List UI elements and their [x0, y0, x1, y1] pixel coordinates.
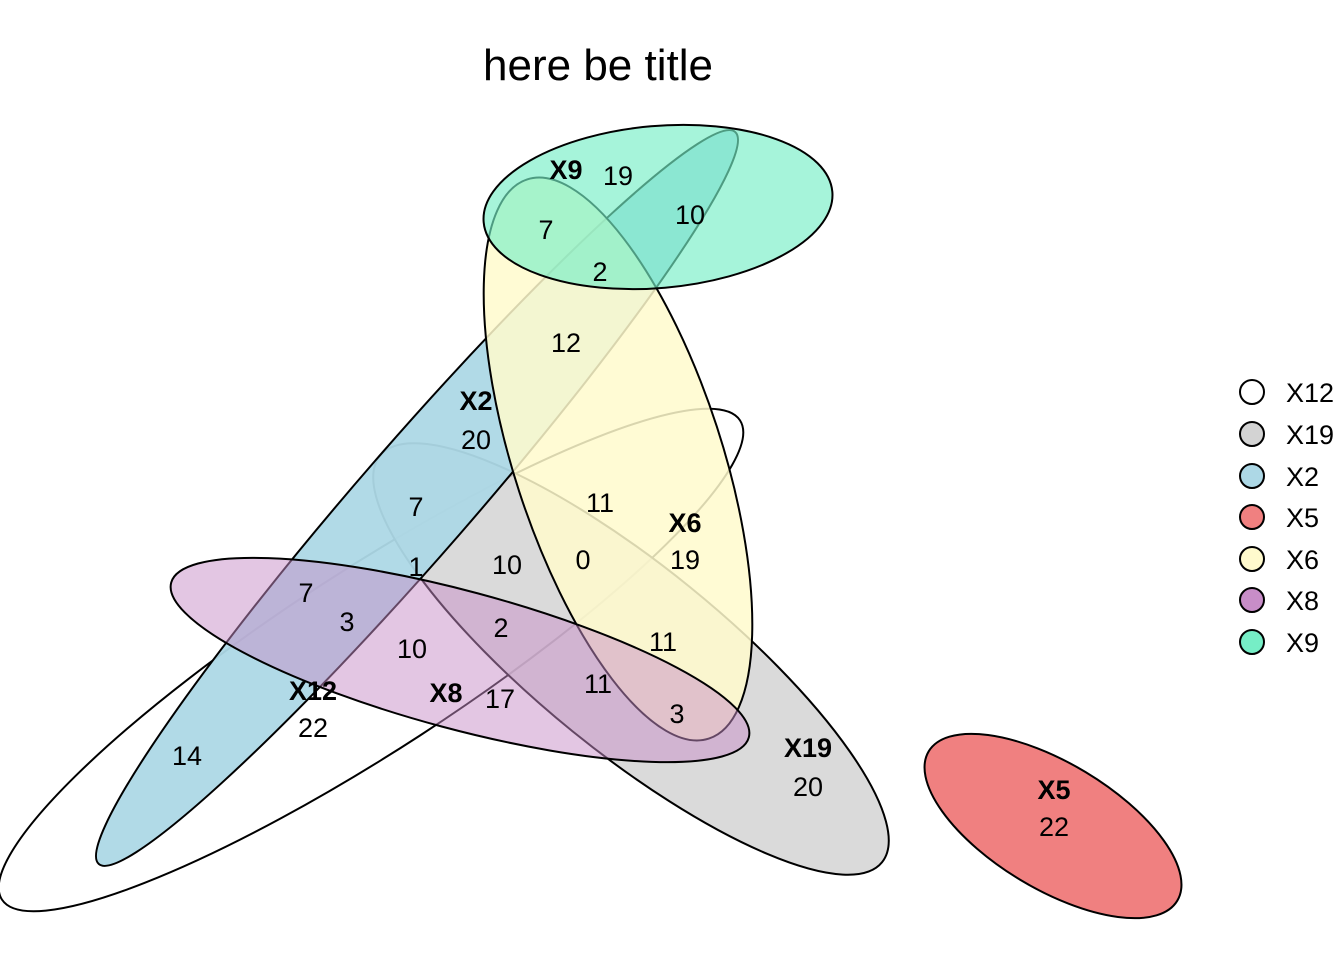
intersection-count: 3	[339, 607, 354, 637]
legend-item-x2: X2	[1239, 462, 1319, 492]
intersection-count: 1	[408, 552, 423, 582]
intersection-count: 11	[584, 669, 612, 699]
ellipse-x9	[482, 123, 834, 291]
legend-swatch	[1239, 629, 1265, 655]
intersection-count: 7	[298, 578, 313, 608]
legend-label: X9	[1286, 628, 1319, 658]
set-name-x12: X12	[289, 676, 337, 706]
ellipse-x5	[923, 732, 1183, 920]
intersection-labels: 10 7 2 12 11 7 1 10 0 7 3 10 2 11 11 3 1…	[172, 200, 705, 771]
set-count-x8: 17	[485, 684, 515, 714]
set-name-x9: X9	[549, 155, 582, 185]
intersection-count: 10	[492, 550, 522, 580]
intersection-count: 2	[493, 613, 508, 643]
legend-swatch	[1239, 546, 1265, 572]
set-name-x6: X6	[668, 508, 701, 538]
legend-item-x9: X9	[1239, 628, 1319, 658]
intersection-count: 7	[538, 215, 553, 245]
set-count-x5: 22	[1039, 812, 1069, 842]
set-labels: X9 19 X2 20 X6 19 X12 22 X8 17 X19 20 X5…	[289, 155, 1071, 842]
diagram-title: here be title	[483, 41, 713, 90]
legend-label: X12	[1286, 378, 1334, 408]
legend-item-x6: X6	[1239, 545, 1319, 575]
legend-swatch	[1239, 504, 1265, 530]
legend-swatch	[1239, 421, 1265, 447]
legend-swatch	[1239, 587, 1265, 613]
legend-item-x19: X19	[1239, 420, 1334, 450]
intersection-count: 11	[649, 627, 677, 657]
set-name-x8: X8	[429, 678, 462, 708]
legend-label: X8	[1286, 586, 1319, 616]
intersection-count: 11	[586, 488, 614, 518]
intersection-count: 3	[669, 699, 684, 729]
intersection-count: 7	[408, 492, 423, 522]
set-count-x2: 20	[461, 425, 491, 455]
intersection-count: 14	[172, 741, 202, 771]
legend-item-x12: X12	[1239, 378, 1334, 408]
ellipse-x8	[169, 556, 751, 764]
legend-label: X19	[1286, 420, 1334, 450]
intersection-count: 0	[575, 545, 590, 575]
set-name-x2: X2	[459, 386, 492, 416]
legend-swatch	[1239, 379, 1265, 405]
set-name-x5: X5	[1037, 775, 1070, 805]
set-count-x12: 22	[298, 713, 328, 743]
legend-label: X5	[1286, 503, 1319, 533]
legend-item-x5: X5	[1239, 503, 1319, 533]
intersection-count: 12	[551, 328, 581, 358]
intersection-count: 2	[592, 257, 607, 287]
legend: X12 X19 X2 X5 X6 X8 X9	[1239, 378, 1334, 658]
set-count-x9: 19	[603, 161, 633, 191]
intersection-count: 10	[397, 634, 427, 664]
intersection-count: 10	[675, 200, 705, 230]
set-count-x19: 20	[793, 772, 823, 802]
legend-item-x8: X8	[1239, 586, 1319, 616]
legend-label: X6	[1286, 545, 1319, 575]
legend-swatch	[1239, 463, 1265, 489]
ellipses	[0, 123, 1183, 920]
set-count-x6: 19	[670, 545, 700, 575]
set-name-x19: X19	[784, 733, 832, 763]
legend-label: X2	[1286, 462, 1319, 492]
